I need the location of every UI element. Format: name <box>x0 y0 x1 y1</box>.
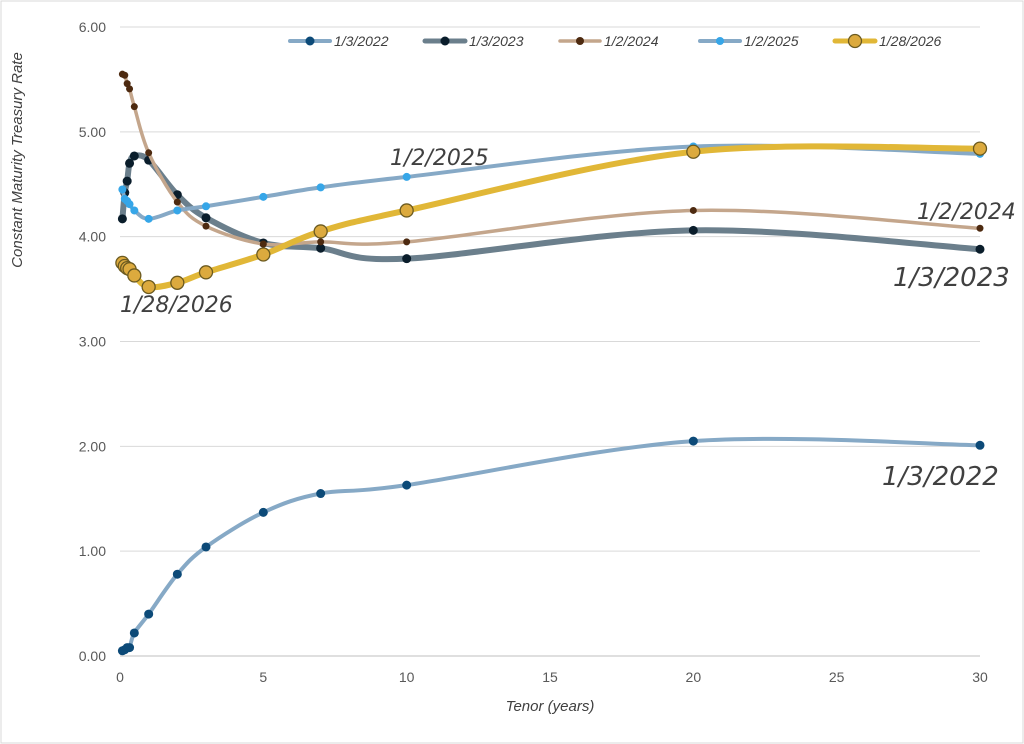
y-tick-label: 3.00 <box>79 334 106 350</box>
annotation-1-2-2024: 1/2/2024 <box>917 200 1016 225</box>
data-point <box>172 569 182 579</box>
data-point <box>122 176 132 186</box>
annotation-1-3-2023: 1/3/2023 <box>893 263 1010 293</box>
x-tick-labels: 0 5 10 15 20 25 30 <box>116 669 988 685</box>
data-point <box>121 71 129 79</box>
data-point <box>313 224 328 239</box>
legend-swatch-marker <box>576 37 584 45</box>
y-tick-label: 6.00 <box>79 19 106 35</box>
data-point <box>686 144 701 159</box>
data-point <box>403 238 411 246</box>
data-point <box>125 158 135 168</box>
data-point <box>975 244 985 254</box>
data-point <box>130 206 139 215</box>
legend-label: 1/3/2022 <box>334 33 389 49</box>
legend-swatch-marker <box>440 36 450 46</box>
series-annotations: 1/2/2025 1/2/2024 1/3/2023 1/28/2026 1/3… <box>120 146 1016 492</box>
data-point <box>402 480 412 490</box>
y-tick-label: 1.00 <box>79 543 106 559</box>
data-point <box>117 214 127 224</box>
data-point <box>316 489 326 499</box>
x-tick-label: 10 <box>399 669 415 685</box>
x-tick-label: 25 <box>829 669 845 685</box>
data-point <box>688 436 698 446</box>
data-point <box>402 254 412 264</box>
series-1 <box>117 151 985 264</box>
data-point <box>259 192 268 201</box>
y-tick-label: 0.00 <box>79 648 106 664</box>
y-tick-label: 4.00 <box>79 229 106 245</box>
data-point <box>256 247 271 262</box>
annotation-1-3-2022: 1/3/2022 <box>882 462 999 492</box>
data-point <box>170 275 185 290</box>
data-point <box>975 440 985 450</box>
legend-swatch-marker <box>847 33 863 49</box>
data-point <box>141 279 156 295</box>
data-point <box>129 151 139 161</box>
data-point <box>125 643 135 653</box>
data-point <box>198 265 214 280</box>
data-point <box>145 149 153 157</box>
data-point <box>118 185 127 194</box>
x-tick-label: 5 <box>259 669 267 685</box>
data-point <box>129 628 139 638</box>
data-point <box>127 268 142 283</box>
series-0 <box>117 436 985 656</box>
legend-item-0: 1/3/2022 <box>288 33 389 49</box>
data-point <box>173 206 182 215</box>
data-point <box>202 222 210 230</box>
annotation-1-2-2025: 1/2/2025 <box>390 146 489 171</box>
data-point <box>201 542 211 552</box>
data-point <box>201 213 211 223</box>
data-point <box>316 183 325 192</box>
x-tick-label: 20 <box>686 669 702 685</box>
y-tick-labels: 0.00 1.00 2.00 3.00 4.00 5.00 6.00 <box>79 19 106 664</box>
annotation-1-28-2026: 1/28/2026 <box>120 293 233 318</box>
data-point <box>173 198 181 206</box>
series-group <box>115 70 988 656</box>
legend: 1/3/2022 1/3/2023 1/2/2024 1/2/2025 1/28/202… <box>288 33 941 49</box>
x-tick-label: 30 <box>972 669 988 685</box>
gridlines <box>120 26 980 657</box>
series-3 <box>118 142 984 223</box>
legend-label: 1/28/2026 <box>879 33 941 49</box>
legend-item-3: 1/2/2025 <box>698 33 799 49</box>
x-tick-label: 0 <box>116 669 124 685</box>
x-tick-label: 15 <box>542 669 558 685</box>
x-axis-title: Tenor (years) <box>506 698 595 715</box>
series-2 <box>118 70 984 248</box>
data-point <box>144 214 153 223</box>
legend-label: 1/3/2023 <box>469 33 524 49</box>
data-point <box>317 238 325 246</box>
legend-label: 1/2/2025 <box>744 33 799 49</box>
data-point <box>689 206 697 214</box>
legend-item-4: 1/28/2026 <box>832 33 941 49</box>
legend-item-1: 1/3/2023 <box>422 33 524 49</box>
data-point <box>259 240 267 248</box>
data-point <box>316 243 326 253</box>
y-axis-title: Constant Maturity Treasury Rate <box>9 52 26 268</box>
legend-swatch-marker <box>716 37 724 45</box>
data-point <box>972 141 988 156</box>
data-point <box>126 85 134 93</box>
legend-swatch-marker <box>305 36 315 46</box>
y-tick-label: 5.00 <box>79 124 106 140</box>
data-point <box>402 172 411 181</box>
data-point <box>123 80 131 88</box>
data-point <box>399 203 414 218</box>
data-point <box>258 507 268 517</box>
data-point <box>688 225 698 235</box>
data-point <box>144 609 154 619</box>
data-point <box>130 103 138 111</box>
data-point <box>125 200 134 209</box>
data-point <box>202 202 210 211</box>
legend-item-2: 1/2/2024 <box>558 33 659 49</box>
legend-label: 1/2/2024 <box>604 33 659 49</box>
series-4 <box>115 141 988 295</box>
data-point <box>976 224 984 232</box>
y-tick-label: 2.00 <box>79 438 106 454</box>
